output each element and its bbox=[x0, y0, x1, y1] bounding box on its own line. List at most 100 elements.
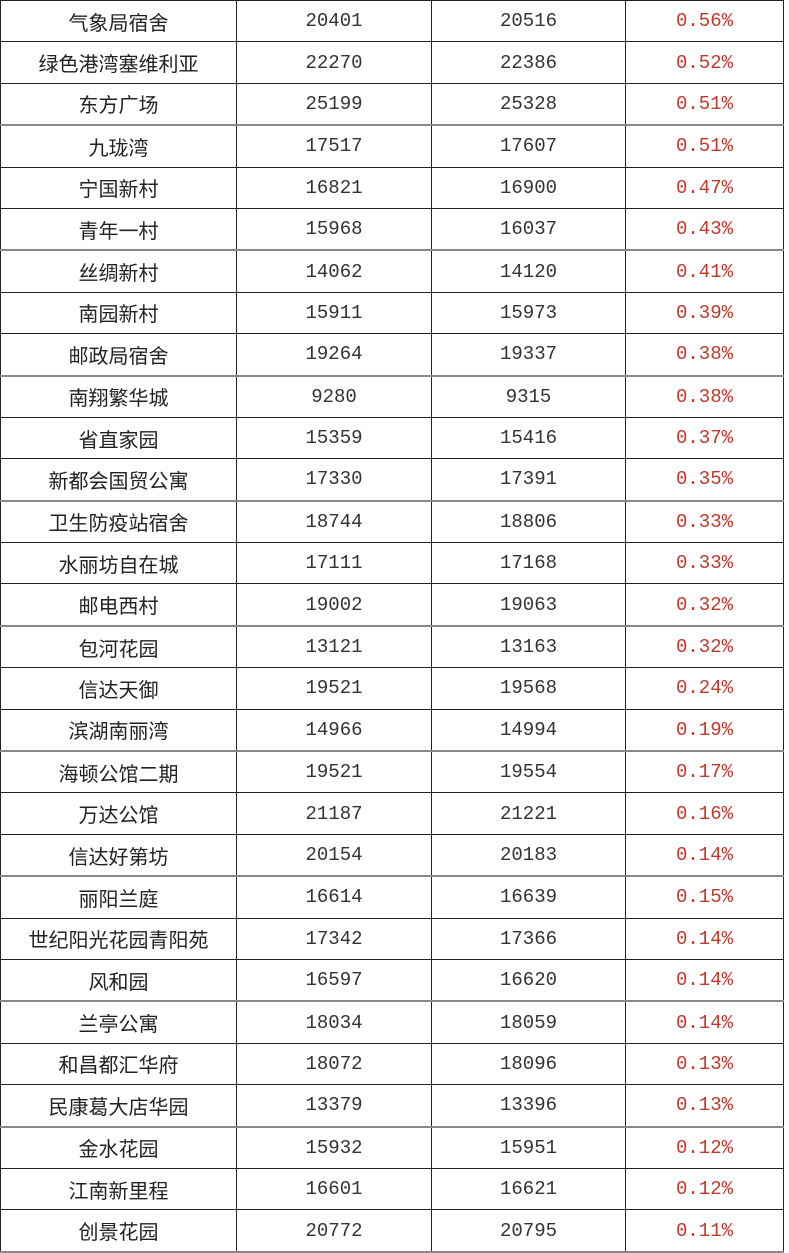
value-cell-1: 17517 bbox=[236, 124, 432, 168]
percent-change-cell: 0.17% bbox=[625, 750, 784, 794]
percent-change-cell: 0.16% bbox=[625, 792, 784, 835]
percent-change-cell: 0.32% bbox=[625, 583, 784, 627]
value-cell-1: 21187 bbox=[236, 792, 432, 835]
value-cell-1: 15932 bbox=[236, 1126, 432, 1169]
percent-change-cell: 0.32% bbox=[625, 625, 784, 669]
percent-change-cell: 0.15% bbox=[625, 875, 784, 919]
value-cell-2: 20516 bbox=[431, 0, 626, 43]
value-cell-1: 15911 bbox=[236, 291, 432, 335]
community-name-cell: 江南新里程 bbox=[0, 1167, 237, 1211]
value-cell-1: 16597 bbox=[236, 958, 432, 1003]
community-name-cell: 兰亭公寓 bbox=[0, 1000, 237, 1044]
value-cell-1: 25199 bbox=[236, 82, 432, 127]
table-row: 万达公馆 21187 21221 0.16% bbox=[0, 792, 784, 835]
value-cell-1: 20401 bbox=[236, 0, 432, 43]
value-cell-1: 17330 bbox=[236, 458, 432, 502]
value-cell-2: 18806 bbox=[431, 500, 626, 544]
percent-change-cell: 0.43% bbox=[625, 207, 784, 252]
community-name-cell: 创景花园 bbox=[0, 1209, 237, 1253]
value-cell-1: 18072 bbox=[236, 1042, 432, 1086]
community-name-cell: 省直家园 bbox=[0, 416, 237, 460]
percent-change-cell: 0.33% bbox=[625, 542, 784, 585]
table-row: 九珑湾 17517 17607 0.51% bbox=[0, 124, 784, 168]
value-cell-1: 20772 bbox=[236, 1209, 432, 1253]
community-name-cell: 东方广场 bbox=[0, 82, 237, 127]
percent-change-cell: 0.51% bbox=[625, 82, 784, 127]
percent-change-cell: 0.38% bbox=[625, 375, 784, 418]
percent-change-cell: 0.13% bbox=[625, 1084, 784, 1128]
table-row: 水丽坊自在城 17111 17168 0.33% bbox=[0, 542, 784, 585]
percent-change-cell: 0.14% bbox=[625, 917, 784, 960]
table-row: 信达天御 19521 19568 0.24% bbox=[0, 667, 784, 710]
table-row: 青年一村 15968 16037 0.43% bbox=[0, 207, 784, 252]
percent-change-cell: 0.14% bbox=[625, 1000, 784, 1044]
value-cell-2: 16037 bbox=[431, 207, 626, 252]
table-row: 滨湖南丽湾 14966 14994 0.19% bbox=[0, 708, 784, 753]
value-cell-1: 19521 bbox=[236, 667, 432, 710]
value-cell-2: 16620 bbox=[431, 958, 626, 1003]
percent-change-cell: 0.35% bbox=[625, 458, 784, 502]
table-row: 气象局宿舍 20401 20516 0.56% bbox=[0, 0, 784, 43]
value-cell-2: 13163 bbox=[431, 625, 626, 669]
percent-change-cell: 0.19% bbox=[625, 708, 784, 753]
community-name-cell: 九珑湾 bbox=[0, 124, 237, 168]
percent-change-cell: 0.51% bbox=[625, 124, 784, 168]
community-name-cell: 气象局宿舍 bbox=[0, 0, 237, 43]
value-cell-1: 19002 bbox=[236, 583, 432, 627]
community-name-cell: 包河花园 bbox=[0, 625, 237, 669]
table-row: 金水花园 15932 15951 0.12% bbox=[0, 1126, 784, 1169]
value-cell-1: 15968 bbox=[236, 207, 432, 252]
value-cell-2: 18059 bbox=[431, 1000, 626, 1044]
percent-change-cell: 0.33% bbox=[625, 500, 784, 544]
value-cell-1: 19264 bbox=[236, 333, 432, 377]
value-cell-2: 15951 bbox=[431, 1126, 626, 1169]
community-name-cell: 丽阳兰庭 bbox=[0, 875, 237, 919]
community-name-cell: 卫生防疫站宿舍 bbox=[0, 500, 237, 544]
value-cell-2: 15973 bbox=[431, 291, 626, 335]
table-row: 绿色港湾塞维利亚 22270 22386 0.52% bbox=[0, 41, 784, 84]
table-row: 丽阳兰庭 16614 16639 0.15% bbox=[0, 875, 784, 919]
percent-change-cell: 0.12% bbox=[625, 1167, 784, 1211]
value-cell-2: 14994 bbox=[431, 708, 626, 753]
value-cell-2: 13396 bbox=[431, 1084, 626, 1128]
percent-change-cell: 0.24% bbox=[625, 667, 784, 710]
value-cell-2: 17607 bbox=[431, 124, 626, 168]
value-cell-2: 21221 bbox=[431, 792, 626, 835]
value-cell-2: 16621 bbox=[431, 1167, 626, 1211]
percent-change-cell: 0.12% bbox=[625, 1126, 784, 1169]
value-cell-1: 17111 bbox=[236, 542, 432, 585]
percent-change-cell: 0.56% bbox=[625, 0, 784, 43]
community-name-cell: 滨湖南丽湾 bbox=[0, 708, 237, 753]
table-row: 邮政局宿舍 19264 19337 0.38% bbox=[0, 333, 784, 377]
community-name-cell: 丝绸新村 bbox=[0, 249, 237, 293]
percent-change-cell: 0.37% bbox=[625, 416, 784, 460]
value-cell-2: 15416 bbox=[431, 416, 626, 460]
value-cell-1: 15359 bbox=[236, 416, 432, 460]
value-cell-1: 22270 bbox=[236, 41, 432, 84]
percent-change-cell: 0.47% bbox=[625, 166, 784, 209]
community-name-cell: 邮政局宿舍 bbox=[0, 333, 237, 377]
community-name-cell: 风和园 bbox=[0, 958, 237, 1003]
percent-change-cell: 0.41% bbox=[625, 249, 784, 293]
table-row: 和昌都汇华府 18072 18096 0.13% bbox=[0, 1042, 784, 1086]
table-row: 民康葛大店华园 13379 13396 0.13% bbox=[0, 1084, 784, 1128]
value-cell-2: 19063 bbox=[431, 583, 626, 627]
table-row: 南园新村 15911 15973 0.39% bbox=[0, 291, 784, 335]
table-row: 世纪阳光花园青阳苑 17342 17366 0.14% bbox=[0, 917, 784, 960]
value-cell-1: 9280 bbox=[236, 375, 432, 418]
table-row: 南翔繁华城 9280 9315 0.38% bbox=[0, 375, 784, 418]
value-cell-2: 19554 bbox=[431, 750, 626, 794]
community-name-cell: 信达好第坊 bbox=[0, 833, 237, 878]
percent-change-cell: 0.11% bbox=[625, 1209, 784, 1253]
percent-change-cell: 0.38% bbox=[625, 333, 784, 377]
community-name-cell: 绿色港湾塞维利亚 bbox=[0, 41, 237, 84]
table-row: 创景花园 20772 20795 0.11% bbox=[0, 1209, 784, 1253]
community-name-cell: 民康葛大店华园 bbox=[0, 1084, 237, 1128]
table-row: 宁国新村 16821 16900 0.47% bbox=[0, 166, 784, 209]
value-cell-1: 18744 bbox=[236, 500, 432, 544]
value-cell-1: 17342 bbox=[236, 917, 432, 960]
community-name-cell: 邮电西村 bbox=[0, 583, 237, 627]
value-cell-1: 19521 bbox=[236, 750, 432, 794]
value-cell-2: 17391 bbox=[431, 458, 626, 502]
community-name-cell: 和昌都汇华府 bbox=[0, 1042, 237, 1086]
